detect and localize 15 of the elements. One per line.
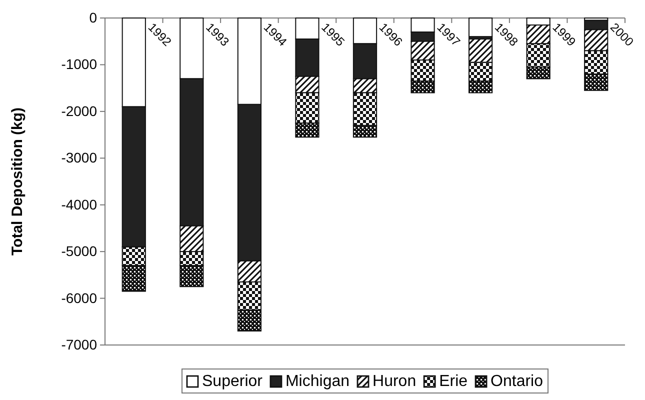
legend-label: Erie bbox=[439, 373, 468, 390]
y-tick-label: -6000 bbox=[61, 290, 98, 306]
y-tick-label: -2000 bbox=[61, 102, 98, 119]
y-tick-label: -5000 bbox=[61, 243, 98, 260]
y-tick-label: 0 bbox=[89, 9, 98, 26]
bar bbox=[468, 18, 493, 38]
legend-label: Huron bbox=[372, 373, 416, 390]
y-axis-title: Total Deposition (kg) bbox=[9, 107, 26, 256]
y-tick-label: -7000 bbox=[61, 336, 98, 352]
y-tick-label: -4000 bbox=[61, 196, 98, 212]
legend-label: Ontario bbox=[490, 373, 544, 390]
y-tick-label: -1000 bbox=[61, 56, 98, 72]
legend-label: Superior bbox=[202, 373, 264, 390]
legend-label: Michigan bbox=[285, 373, 350, 390]
y-tick-label: -3000 bbox=[61, 150, 98, 166]
